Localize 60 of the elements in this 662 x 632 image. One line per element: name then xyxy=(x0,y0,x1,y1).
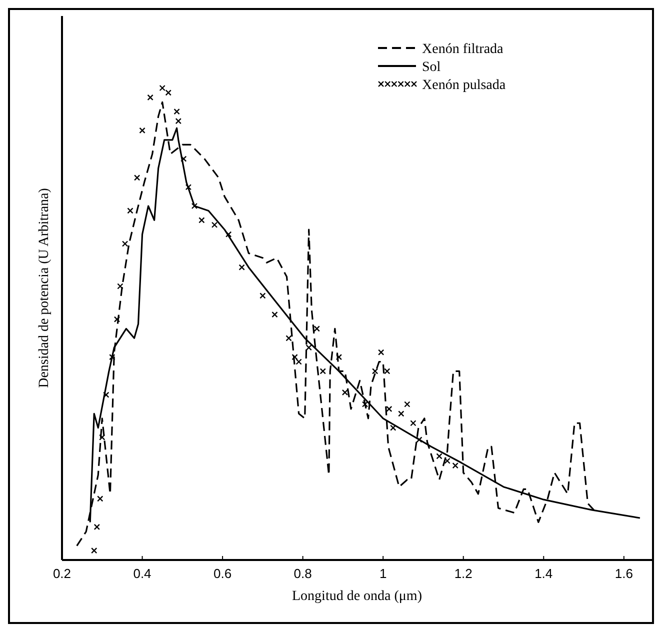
x-tick-label: 1.4 xyxy=(534,566,553,581)
point xyxy=(109,354,116,360)
point xyxy=(180,156,187,162)
point xyxy=(362,401,368,408)
point xyxy=(398,410,404,417)
point xyxy=(91,547,98,554)
point xyxy=(452,462,458,469)
point xyxy=(127,208,134,214)
point xyxy=(444,458,450,464)
point xyxy=(342,389,348,396)
legend-label: Xenón pulsada xyxy=(422,78,506,93)
point xyxy=(225,231,232,238)
x-tick-label: 0.8 xyxy=(294,566,312,581)
point xyxy=(117,283,124,290)
point xyxy=(404,401,410,408)
point xyxy=(296,358,302,365)
x-tick-label: 1.6 xyxy=(614,566,633,581)
point xyxy=(175,118,182,124)
y-axis-title: Densidad de potencia (U Arbitrana) xyxy=(37,188,52,388)
point xyxy=(97,496,104,502)
point xyxy=(336,354,342,360)
x-tick-label: 0.6 xyxy=(214,566,232,581)
point xyxy=(191,202,198,210)
point xyxy=(410,420,416,426)
point xyxy=(378,349,384,356)
point xyxy=(306,344,312,351)
point xyxy=(416,436,422,443)
point xyxy=(372,368,378,374)
point xyxy=(198,217,205,224)
point xyxy=(174,108,180,115)
point xyxy=(238,264,245,270)
point xyxy=(286,335,292,342)
point xyxy=(436,453,442,460)
point xyxy=(272,311,278,318)
point xyxy=(94,524,100,530)
x-tick-label: 0.4 xyxy=(133,566,152,581)
point xyxy=(185,184,192,190)
legend-label: Xenón filtrada xyxy=(422,42,504,57)
point xyxy=(292,354,298,360)
point xyxy=(99,434,106,440)
point xyxy=(139,127,146,134)
point xyxy=(165,90,172,96)
point xyxy=(320,368,326,374)
point xyxy=(386,406,392,412)
point xyxy=(103,392,110,398)
point xyxy=(211,222,218,228)
point xyxy=(147,94,154,101)
point xyxy=(384,368,390,374)
x-axis-title: Longitud de onda (μm) xyxy=(292,589,422,604)
point xyxy=(134,174,140,181)
legend-label: Sol xyxy=(422,60,441,75)
x-tick-label: 1.2 xyxy=(454,566,472,581)
point xyxy=(122,240,128,247)
point xyxy=(314,326,320,332)
x-tick-label: 1 xyxy=(379,566,387,581)
x-tick-label: 0.2 xyxy=(52,566,72,581)
point xyxy=(260,292,266,299)
point xyxy=(159,84,166,92)
point xyxy=(390,424,396,431)
point xyxy=(114,316,120,322)
